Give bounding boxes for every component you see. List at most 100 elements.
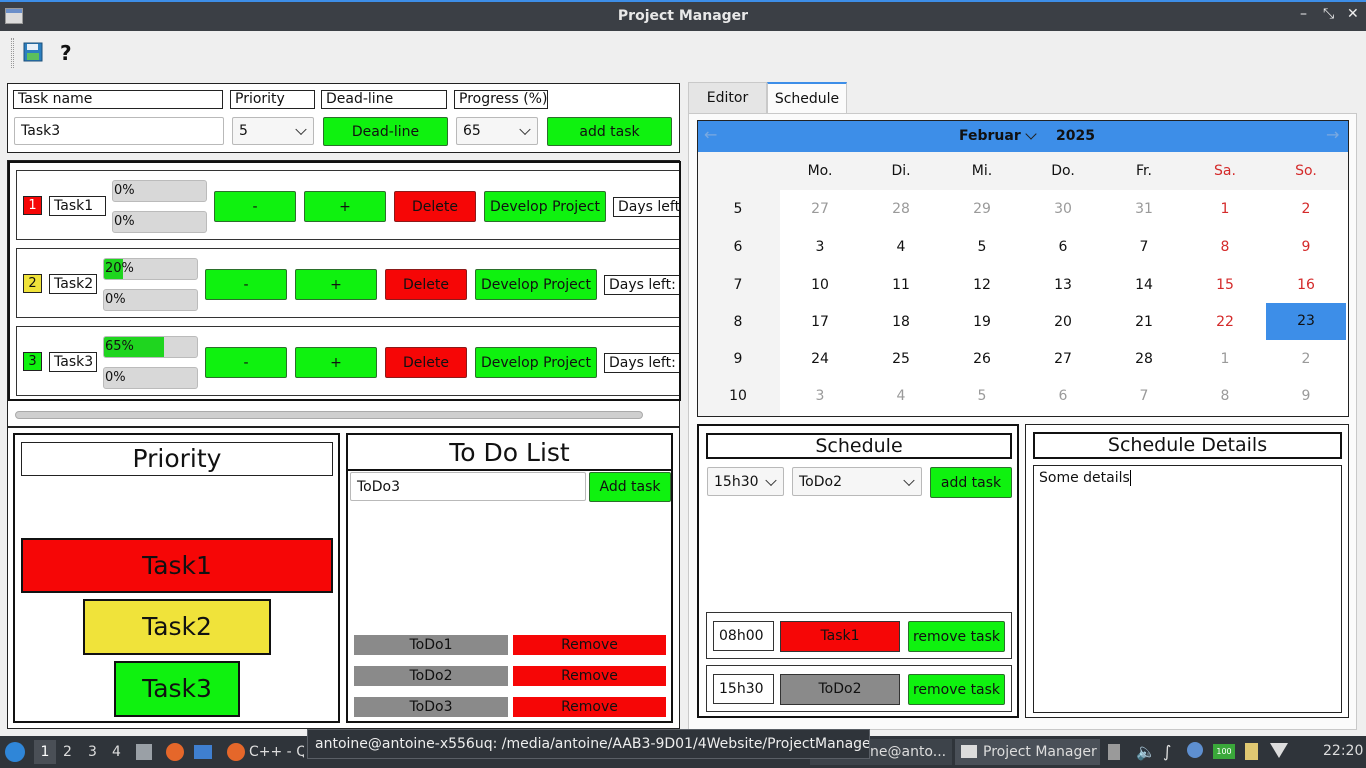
horizontal-scrollbar[interactable] [15, 411, 643, 419]
calendar-day[interactable]: 1 [1220, 351, 1230, 367]
calendar-year[interactable]: 2025 [1056, 128, 1095, 144]
next-month-icon[interactable]: → [1326, 125, 1340, 144]
calendar-day[interactable]: 29 [973, 201, 991, 217]
calendar-day[interactable]: 24 [811, 351, 829, 367]
todo-select[interactable]: ToDo2 [792, 467, 922, 496]
firefox-icon[interactable] [166, 743, 184, 761]
battery-icon[interactable]: 100 [1213, 744, 1235, 759]
calendar-day[interactable]: 8 [1220, 239, 1230, 255]
tab-editor[interactable]: Editor [688, 82, 767, 114]
taskbar-window-cpp[interactable]: C++ - Qt [249, 744, 304, 760]
todo-add-button[interactable]: Add task [589, 472, 671, 502]
calendar-month[interactable]: Februar [959, 128, 1021, 144]
schedule-details-textarea[interactable]: Some details [1033, 465, 1342, 713]
calendar-day[interactable]: 5 [977, 239, 987, 255]
todo-input[interactable]: ToDo3 [350, 472, 586, 501]
schedule-add-button[interactable]: add task [930, 467, 1012, 498]
calendar-day[interactable]: 2 [1301, 201, 1311, 217]
delete-button[interactable]: Delete [394, 191, 476, 222]
priority-select[interactable]: 5 [232, 117, 314, 145]
calendar-day[interactable]: 3 [815, 388, 825, 404]
help-icon[interactable]: ? [60, 41, 72, 65]
calendar-day[interactable]: 7 [1139, 239, 1149, 255]
increase-button[interactable]: + [304, 191, 386, 222]
increase-button[interactable]: + [295, 347, 377, 378]
decrease-button[interactable]: - [205, 269, 287, 300]
tab-schedule[interactable]: Schedule [767, 82, 847, 114]
develop-project-button[interactable]: Develop Project [475, 347, 597, 378]
calendar-day[interactable]: 16 [1297, 277, 1315, 293]
todo-remove-button[interactable]: Remove [513, 635, 666, 655]
todo-remove-button[interactable]: Remove [513, 666, 666, 686]
calendar-day[interactable]: 9 [1301, 388, 1311, 404]
close-icon[interactable]: ✕ [1347, 6, 1359, 22]
add-task-button[interactable]: add task [547, 117, 672, 146]
calendar-day[interactable]: 11 [892, 277, 910, 293]
calendar-day[interactable]: 20 [1054, 314, 1072, 330]
calendar-day[interactable]: 5 [977, 388, 987, 404]
toolbar-handle[interactable] [11, 38, 14, 68]
calendar-day[interactable]: 21 [1135, 314, 1153, 330]
delete-button[interactable]: Delete [385, 347, 467, 378]
minimize-icon[interactable]: – [1300, 6, 1307, 22]
delete-button[interactable]: Delete [385, 269, 467, 300]
calendar-day[interactable]: 27 [811, 201, 829, 217]
calendar-day[interactable]: 17 [811, 314, 829, 330]
volume-icon[interactable]: 🔈 [1136, 742, 1156, 761]
calendar-day[interactable]: 27 [1054, 351, 1072, 367]
calendar-day[interactable]: 31 [1135, 201, 1153, 217]
prev-month-icon[interactable]: ← [704, 125, 718, 144]
decrease-button[interactable]: - [205, 347, 287, 378]
save-icon[interactable] [23, 41, 43, 63]
calendar-day[interactable]: 2 [1301, 351, 1311, 367]
calendar-day[interactable]: 4 [896, 239, 906, 255]
calendar-day[interactable]: 4 [896, 388, 906, 404]
maximize-icon[interactable]: ⤡ [1323, 6, 1335, 22]
clipboard-icon[interactable] [1108, 744, 1120, 760]
calendar-day[interactable]: 6 [1058, 388, 1068, 404]
remove-task-button[interactable]: remove task [908, 674, 1005, 705]
time-select[interactable]: 15h30 [707, 467, 784, 496]
decrease-button[interactable]: - [214, 191, 296, 222]
calendar-day[interactable]: 6 [1058, 239, 1068, 255]
develop-project-button[interactable]: Develop Project [475, 269, 597, 300]
calendar-day[interactable]: 9 [1301, 239, 1311, 255]
todo-remove-button[interactable]: Remove [513, 697, 666, 717]
calendar-day[interactable]: 7 [1139, 388, 1149, 404]
workspace-1[interactable]: 1 [34, 740, 56, 764]
calendar-day[interactable]: 12 [973, 277, 991, 293]
calendar-day[interactable]: 15 [1216, 277, 1234, 293]
task-name-input[interactable]: Task3 [14, 117, 224, 145]
notification-icon[interactable] [1187, 742, 1203, 758]
calendar-day[interactable]: 22 [1216, 314, 1234, 330]
wifi-icon[interactable] [1270, 743, 1288, 758]
progress-select[interactable]: 65 [456, 117, 538, 145]
start-menu-icon[interactable] [5, 742, 25, 762]
deadline-button[interactable]: Dead-line [323, 117, 448, 146]
calendar-day[interactable]: 19 [973, 314, 991, 330]
notes-icon[interactable] [1245, 743, 1258, 760]
develop-project-button[interactable]: Develop Project [484, 191, 606, 222]
calendar-day[interactable]: 28 [892, 201, 910, 217]
file-manager-icon[interactable] [136, 744, 152, 760]
calendar-day[interactable]: 30 [1054, 201, 1072, 217]
calendar-day[interactable]: 1 [1220, 201, 1230, 217]
calendar-day[interactable]: 23 [1266, 303, 1346, 340]
increase-button[interactable]: + [295, 269, 377, 300]
clock[interactable]: 22:20 [1323, 743, 1364, 759]
calendar-day[interactable]: 10 [811, 277, 829, 293]
taskbar-window-project-manager[interactable]: Project Manager [955, 739, 1100, 765]
chevron-down-icon[interactable] [1025, 128, 1037, 140]
calendar-day[interactable]: 26 [973, 351, 991, 367]
workspace-3[interactable]: 3 [88, 744, 97, 760]
workspace-4[interactable]: 4 [112, 744, 121, 760]
calendar-day[interactable]: 3 [815, 239, 825, 255]
calendar-day[interactable]: 14 [1135, 277, 1153, 293]
calendar-day[interactable]: 25 [892, 351, 910, 367]
workspace-2[interactable]: 2 [63, 744, 72, 760]
calendar-day[interactable]: 8 [1220, 388, 1230, 404]
desktop-icon[interactable] [194, 745, 212, 759]
remove-task-button[interactable]: remove task [908, 621, 1005, 652]
bluetooth-icon[interactable]: ∫ [1163, 742, 1172, 761]
calendar-day[interactable]: 28 [1135, 351, 1153, 367]
